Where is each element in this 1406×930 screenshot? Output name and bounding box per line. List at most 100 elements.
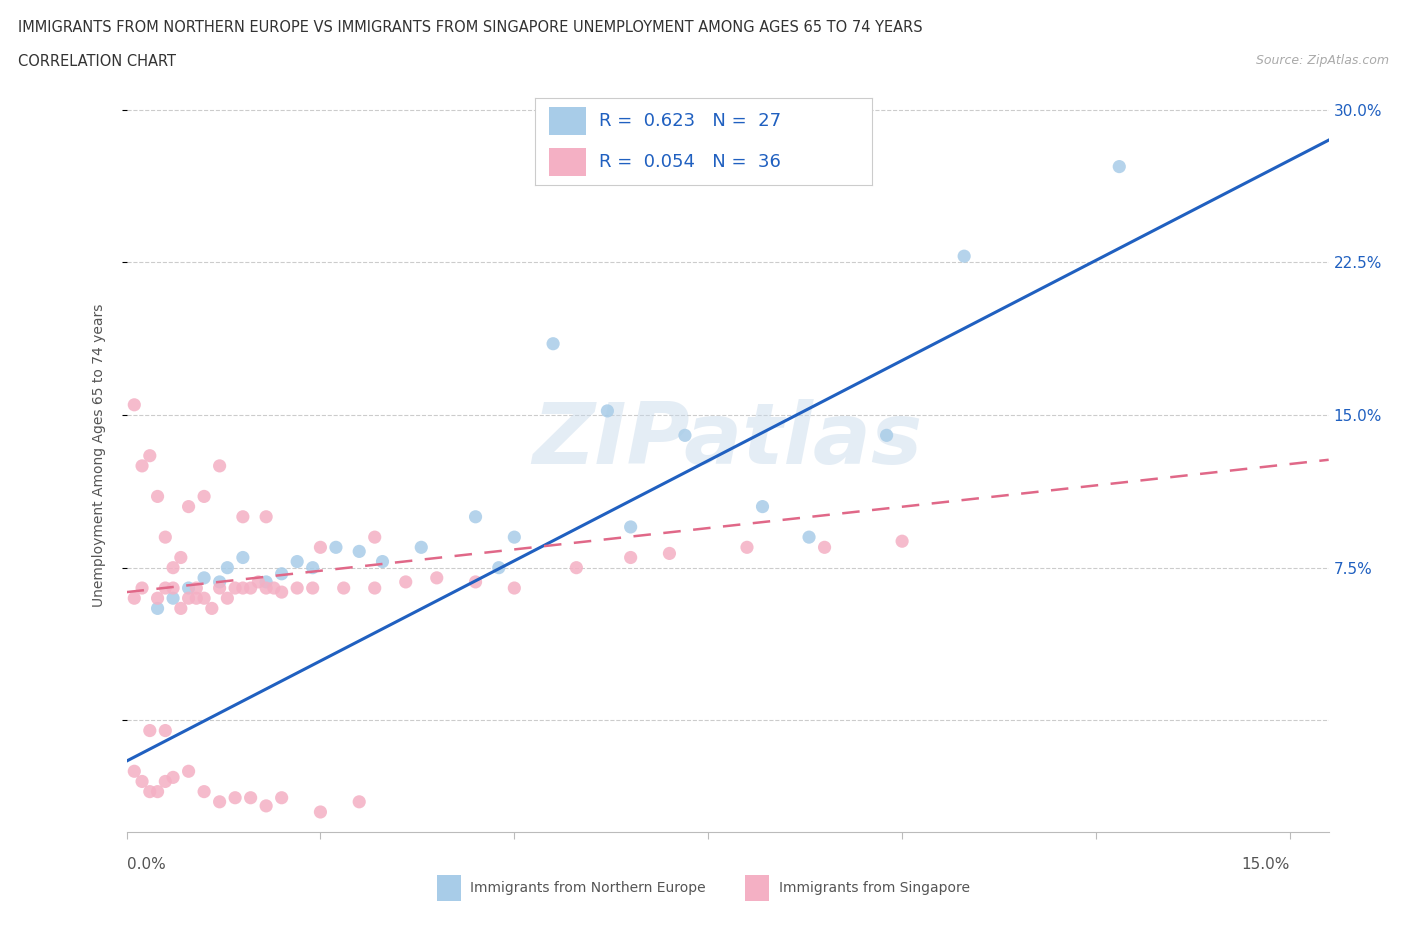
Point <box>162 580 184 595</box>
Point <box>371 554 394 569</box>
Point <box>239 790 262 805</box>
Point <box>301 580 323 595</box>
Point <box>876 428 898 443</box>
Point <box>270 790 292 805</box>
Point <box>208 458 231 473</box>
Point <box>254 575 277 590</box>
Point <box>364 530 387 545</box>
Point <box>232 510 254 525</box>
Point <box>658 546 681 561</box>
Point <box>325 540 347 555</box>
Point <box>146 784 169 799</box>
Text: Immigrants from Singapore: Immigrants from Singapore <box>779 881 970 896</box>
Text: Immigrants from Northern Europe: Immigrants from Northern Europe <box>470 881 706 896</box>
Point <box>177 580 200 595</box>
Point <box>208 580 231 595</box>
Point <box>395 575 418 590</box>
Point <box>254 799 277 814</box>
Point <box>155 530 177 545</box>
Text: R =  0.054   N =  36: R = 0.054 N = 36 <box>599 153 782 171</box>
Text: CORRELATION CHART: CORRELATION CHART <box>18 54 176 69</box>
Point <box>131 580 153 595</box>
Point <box>155 774 177 789</box>
Point <box>254 580 277 595</box>
Text: R =  0.623   N =  27: R = 0.623 N = 27 <box>599 113 782 130</box>
Point <box>139 784 162 799</box>
Point <box>953 248 976 263</box>
Point <box>285 554 308 569</box>
Text: 0.0%: 0.0% <box>127 857 166 871</box>
Point <box>247 575 270 590</box>
Point <box>155 724 177 738</box>
Point <box>170 601 193 616</box>
Point <box>139 448 162 463</box>
Bar <box>548 107 586 135</box>
Point <box>162 770 184 785</box>
Point <box>620 550 643 565</box>
Point <box>193 489 215 504</box>
Point <box>596 404 619 418</box>
Point <box>503 580 526 595</box>
Point <box>347 794 370 809</box>
Bar <box>548 148 586 176</box>
Text: 15.0%: 15.0% <box>1241 857 1289 871</box>
Point <box>565 560 588 575</box>
Point <box>170 550 193 565</box>
Point <box>177 764 200 778</box>
Text: IMMIGRANTS FROM NORTHERN EUROPE VS IMMIGRANTS FROM SINGAPORE UNEMPLOYMENT AMONG : IMMIGRANTS FROM NORTHERN EUROPE VS IMMIG… <box>18 20 922 35</box>
Point <box>464 510 486 525</box>
Point <box>620 520 643 535</box>
Point <box>347 544 370 559</box>
Y-axis label: Unemployment Among Ages 65 to 74 years: Unemployment Among Ages 65 to 74 years <box>91 304 105 607</box>
Point <box>124 764 146 778</box>
Point <box>364 580 387 595</box>
Text: Source: ZipAtlas.com: Source: ZipAtlas.com <box>1256 54 1389 67</box>
Point <box>186 580 208 595</box>
Point <box>155 580 177 595</box>
Point <box>208 575 231 590</box>
Point <box>217 560 239 575</box>
Point <box>177 499 200 514</box>
Point <box>162 591 184 605</box>
Point <box>285 580 308 595</box>
Point <box>503 530 526 545</box>
Point <box>891 534 914 549</box>
Point <box>193 570 215 585</box>
Point <box>488 560 510 575</box>
Point <box>735 540 758 555</box>
Point <box>301 560 323 575</box>
Point <box>217 591 239 605</box>
Bar <box>437 875 461 901</box>
Point <box>426 570 449 585</box>
Point <box>224 790 246 805</box>
Point <box>124 591 146 605</box>
Point <box>263 580 285 595</box>
Point <box>270 585 292 600</box>
Point <box>162 560 184 575</box>
Point <box>232 550 254 565</box>
Point <box>309 540 332 555</box>
Point <box>146 591 169 605</box>
Point <box>224 580 246 595</box>
Point <box>232 580 254 595</box>
Bar <box>745 875 769 901</box>
Point <box>139 724 162 738</box>
Point <box>177 591 200 605</box>
Point <box>797 530 820 545</box>
Point <box>309 804 332 819</box>
Point <box>131 774 153 789</box>
Point <box>193 591 215 605</box>
Point <box>254 510 277 525</box>
Point <box>270 566 292 581</box>
Point <box>208 794 231 809</box>
Point <box>193 784 215 799</box>
Point <box>673 428 696 443</box>
Text: ZIPatlas: ZIPatlas <box>533 399 922 482</box>
Point <box>239 580 262 595</box>
Point <box>464 575 486 590</box>
Point <box>131 458 153 473</box>
Point <box>146 601 169 616</box>
Point <box>813 540 835 555</box>
Point <box>751 499 773 514</box>
Point <box>541 337 564 352</box>
